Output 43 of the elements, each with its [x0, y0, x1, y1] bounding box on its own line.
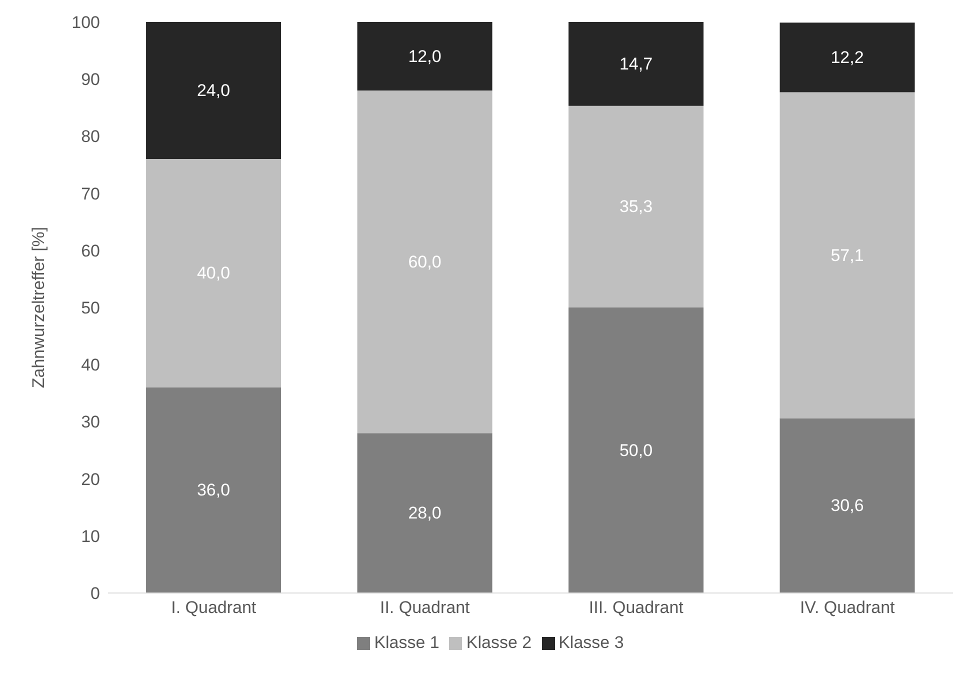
- data-label: 14,7: [619, 54, 653, 74]
- y-tick-label: 70: [81, 184, 100, 204]
- data-label: 57,1: [830, 246, 864, 265]
- y-tick-label: 30: [81, 412, 100, 432]
- y-tick-label: 90: [81, 70, 100, 90]
- bar: [568, 106, 704, 308]
- bar: [146, 159, 282, 388]
- y-tick-label: 60: [81, 241, 100, 260]
- y-axis-title: Zahnwurzeltreffer [%]: [29, 226, 48, 388]
- data-label: 28,0: [408, 504, 442, 523]
- data-label: 24,0: [196, 81, 230, 100]
- y-tick-label: 10: [81, 526, 100, 546]
- data-label: 12,2: [830, 48, 864, 67]
- legend-label: Klasse 3: [558, 633, 624, 652]
- legend-label: Klasse 1: [374, 633, 440, 652]
- bar: [780, 418, 915, 593]
- bar: [568, 308, 704, 593]
- legend-label: Klasse 2: [466, 633, 532, 652]
- bar: [568, 22, 704, 106]
- y-tick-label: 80: [81, 127, 100, 146]
- x-tick-label: III. Quadrant: [588, 598, 684, 618]
- bar: [780, 22, 915, 92]
- data-label: 40,0: [196, 264, 230, 283]
- x-tick-label: IV. Quadrant: [800, 598, 896, 618]
- x-tick-label: I. Quadrant: [171, 598, 256, 618]
- data-label: 30,6: [830, 496, 864, 516]
- bar: [357, 90, 492, 434]
- data-label: 36,0: [196, 480, 230, 500]
- bar: [146, 387, 282, 593]
- x-tick-label: II. Quadrant: [380, 598, 470, 618]
- data-label: 12,0: [408, 46, 442, 66]
- y-tick-label: 20: [81, 470, 100, 489]
- data-label: 60,0: [408, 252, 442, 272]
- data-label: 35,3: [619, 197, 653, 216]
- y-tick-label: 100: [72, 13, 100, 32]
- bar: [357, 433, 492, 593]
- data-label: 50,0: [619, 440, 653, 460]
- y-tick-label: 40: [81, 356, 100, 375]
- y-tick-label: 50: [81, 298, 100, 318]
- bar: [357, 22, 492, 91]
- bar: [780, 92, 915, 418]
- bar: [146, 22, 282, 160]
- y-tick-label: 0: [90, 584, 100, 604]
